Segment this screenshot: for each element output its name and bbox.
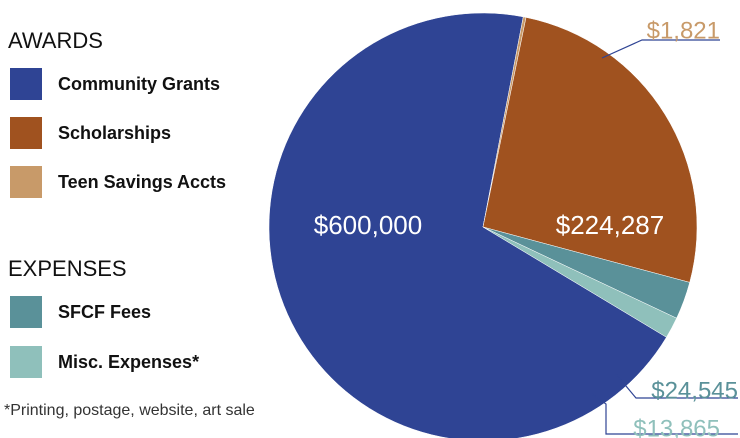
leader-line-4 <box>591 393 738 435</box>
pie-slice-scholarships <box>482 17 698 283</box>
legend-swatch-sfcf-fees <box>10 296 42 328</box>
data-label-scholarships: $224,287 <box>556 210 664 240</box>
legend-item-teen-savings: Teen Savings Accts <box>10 166 226 198</box>
expenses-title: EXPENSES <box>8 256 127 281</box>
footnote: *Printing, postage, website, art sale <box>4 402 255 419</box>
data-label-community-grants: $600,000 <box>314 210 422 240</box>
legend-swatch-community-grants <box>10 68 42 100</box>
pie-slice-community-grants <box>268 12 667 438</box>
legend-item-scholarships: Scholarships <box>10 117 171 149</box>
legend-item-misc-expenses: Misc. Expenses* <box>10 346 199 378</box>
data-label-misc-expenses: $13,865 <box>633 415 720 438</box>
legend-swatch-misc-expenses <box>10 346 42 378</box>
legend-label-teen-savings: Teen Savings Accts <box>58 171 227 192</box>
legend-label-scholarships: Scholarships <box>58 122 172 143</box>
pie-slice-misc-expenses <box>482 226 677 338</box>
legend-item-community-grants: Community Grants <box>10 68 220 100</box>
awards-title: AWARDS <box>8 28 103 53</box>
legend-label-community-grants: Community Grants <box>58 73 221 94</box>
legend-item-sfcf-fees: SFCF Fees <box>10 296 151 328</box>
legend-swatch-teen-savings <box>10 166 42 198</box>
data-label-teen-savings-accts: $1,821 <box>647 17 720 44</box>
leader-line-3 <box>615 373 738 399</box>
data-label-sfcf-fees: $24,545 <box>651 377 738 404</box>
legend-swatch-scholarships <box>10 117 42 149</box>
legend-label-sfcf-fees: SFCF Fees <box>58 301 152 322</box>
legend-label-misc-expenses: Misc. Expenses* <box>58 351 200 372</box>
leader-line-1 <box>601 39 720 59</box>
